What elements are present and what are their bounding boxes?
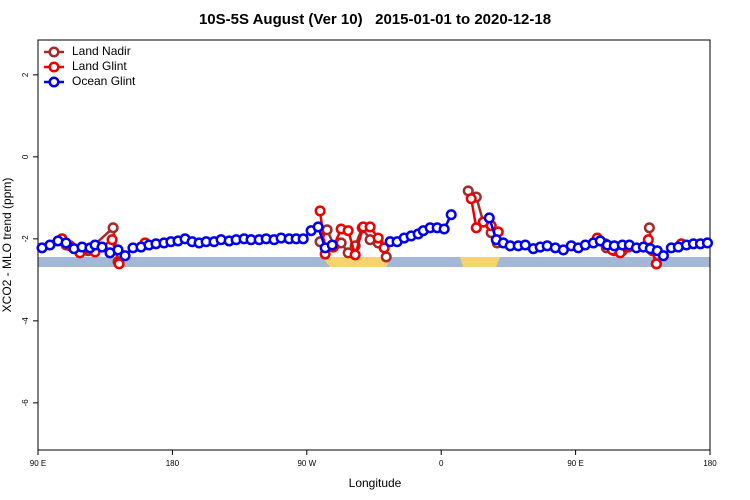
point	[349, 249, 361, 261]
point	[483, 212, 495, 224]
point	[465, 193, 477, 205]
point	[326, 239, 338, 251]
x-tick-label: 90 E	[30, 459, 46, 468]
point	[321, 224, 333, 236]
point	[650, 258, 662, 270]
y-tick-label: 2	[21, 72, 30, 77]
land-strip	[322, 257, 392, 267]
chart-title: 10S-5S August (Ver 10) 2015-01-01 to 202…	[199, 11, 551, 28]
land-strip	[460, 257, 500, 267]
y-tick-label: -6	[21, 399, 30, 407]
legend-label: Land Nadir	[72, 44, 131, 58]
point	[60, 237, 72, 249]
point	[445, 209, 457, 221]
point	[314, 205, 326, 217]
legend-label: Ocean Glint	[72, 74, 136, 88]
point	[312, 221, 324, 233]
point	[657, 250, 669, 262]
point	[112, 244, 124, 256]
point	[701, 237, 714, 249]
legend-marker	[48, 61, 60, 73]
point	[380, 251, 392, 263]
legend-marker	[48, 76, 60, 88]
point	[119, 250, 131, 262]
point	[372, 232, 384, 244]
point	[106, 234, 118, 246]
legend-label: Land Glint	[72, 59, 127, 73]
y-axis-label: XCO2 - MLO trend (ppm)	[0, 178, 14, 313]
y-tick-label: -2	[21, 235, 30, 243]
point	[96, 241, 108, 253]
x-tick-label: 90 W	[297, 459, 316, 468]
point	[107, 222, 119, 234]
x-tick-label: 180	[166, 459, 180, 468]
point	[643, 222, 655, 234]
x-tick-label: 180	[703, 459, 717, 468]
legend-marker	[48, 46, 60, 58]
x-axis-label: Longitude	[349, 476, 402, 490]
point	[364, 221, 376, 233]
point	[297, 233, 309, 245]
point	[470, 222, 482, 234]
point	[438, 223, 450, 235]
point	[113, 258, 125, 270]
x-tick-label: 90 E	[567, 459, 583, 468]
y-tick-label: 0	[21, 154, 30, 159]
point	[342, 225, 354, 237]
map-strip	[38, 257, 710, 267]
point	[44, 239, 56, 251]
y-tick-label: -4	[21, 317, 30, 325]
x-tick-label: 0	[439, 459, 444, 468]
